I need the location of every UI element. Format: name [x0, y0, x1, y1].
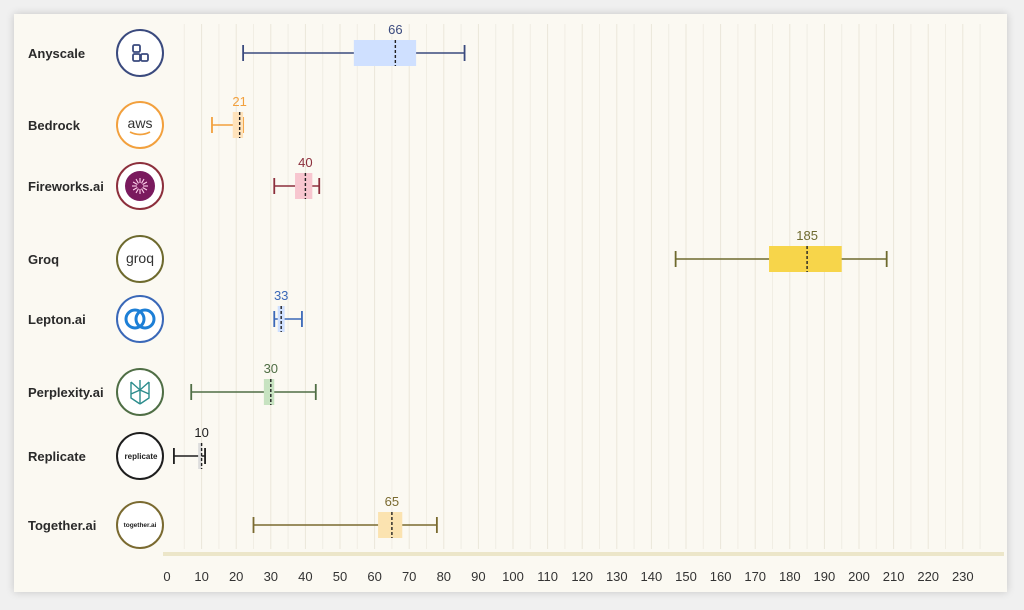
x-tick-label: 40	[298, 569, 312, 584]
median-value-label: 65	[385, 494, 399, 509]
x-tick-label: 0	[163, 569, 170, 584]
x-tick-label: 190	[814, 569, 836, 584]
x-tick-label: 140	[641, 569, 663, 584]
fireworks-logo-icon	[125, 171, 155, 201]
iqr-box	[232, 112, 244, 138]
median-value-label: 33	[274, 288, 288, 303]
together-logo-text: together.ai	[124, 522, 157, 529]
anyscale-logo-icon	[132, 44, 149, 62]
x-tick-label: 230	[952, 569, 974, 584]
provider-row-groq: Groq groq 185	[28, 228, 888, 283]
median-value-label: 185	[796, 228, 818, 243]
median-value-label: 66	[388, 22, 402, 37]
x-tick-label: 160	[710, 569, 732, 584]
iqr-box	[295, 173, 313, 199]
aws-logo-text: aws	[128, 115, 153, 131]
provider-label: Anyscale	[28, 46, 85, 61]
provider-row-replicate: Replicate replicate 10	[28, 425, 209, 480]
replicate-logo-text: replicate	[125, 452, 158, 461]
chart-card: 0 10 20 30 40 50 60 70 80 90 100 110 120 130 140 150 160…	[14, 14, 1007, 592]
iqr-box	[378, 512, 403, 538]
median-value-label: 10	[194, 425, 208, 440]
x-tick-label: 100	[502, 569, 524, 584]
lepton-logo-icon	[124, 308, 156, 330]
provider-label: Together.ai	[28, 518, 96, 533]
provider-label: Bedrock	[28, 118, 81, 133]
x-tick-label: 80	[437, 569, 451, 584]
x-tick-label: 200	[848, 569, 870, 584]
x-tick-label: 180	[779, 569, 801, 584]
median-value-label: 40	[298, 155, 312, 170]
provider-row-perplexity-ai: Perplexity.ai 30	[28, 361, 317, 416]
x-tick-label: 170	[744, 569, 766, 584]
x-tick-label: 70	[402, 569, 416, 584]
x-tick-label: 110	[537, 569, 558, 584]
iqr-box	[353, 40, 417, 66]
x-tick-label: 210	[883, 569, 905, 584]
logo-circle	[116, 432, 164, 480]
iqr-box	[263, 379, 275, 405]
x-tick-label: 150	[675, 569, 697, 584]
replicate-logo-icon: replicate	[125, 452, 158, 461]
iqr-box	[198, 443, 202, 469]
vertical-gridlines	[183, 24, 981, 549]
together-logo-icon: together.ai	[124, 522, 157, 529]
logo-circle	[116, 101, 164, 149]
logo-circle	[116, 29, 164, 77]
x-tick-label: 50	[333, 569, 347, 584]
median-value-label: 21	[232, 94, 246, 109]
provider-row-anyscale: Anyscale 66	[28, 22, 466, 77]
box-plot-chart: 0 10 20 30 40 50 60 70 80 90 100 110 120 130 140 150 160…	[28, 22, 1004, 584]
groq-logo-text: groq	[126, 250, 154, 266]
x-tick-label: 60	[367, 569, 381, 584]
iqr-box	[769, 246, 842, 272]
provider-rows: Anyscale 66 Bedrock aws 21 Fireworks.ai 40 Groq…	[28, 22, 888, 549]
x-tick-label: 220	[917, 569, 939, 584]
logo-circle	[116, 295, 164, 343]
x-tick-label: 20	[229, 569, 243, 584]
provider-label: Lepton.ai	[28, 312, 86, 327]
x-tick-label: 130	[606, 569, 628, 584]
provider-row-fireworks-ai: Fireworks.ai 40	[28, 155, 321, 210]
provider-label: Replicate	[28, 449, 86, 464]
x-axis: 0 10 20 30 40 50 60 70 80 90 100 110 120 130 140 150 160…	[163, 552, 1004, 584]
groq-logo-icon: groq	[126, 250, 154, 266]
x-tick-label: 120	[571, 569, 593, 584]
median-value-label: 30	[264, 361, 278, 376]
provider-row-together-ai: Together.ai together.ai 65	[28, 494, 438, 549]
provider-label: Groq	[28, 252, 59, 267]
x-tick-label: 30	[264, 569, 278, 584]
aws-logo-icon: aws	[128, 115, 153, 136]
perplexity-logo-icon	[130, 380, 150, 405]
x-tick-label: 90	[471, 569, 485, 584]
logo-circle	[116, 235, 164, 283]
provider-label: Fireworks.ai	[28, 179, 104, 194]
provider-row-bedrock: Bedrock aws 21	[28, 94, 247, 149]
logo-circle	[116, 501, 164, 549]
provider-row-lepton-ai: Lepton.ai 33	[28, 288, 303, 343]
x-tick-label: 10	[194, 569, 208, 584]
provider-label: Perplexity.ai	[28, 385, 104, 400]
